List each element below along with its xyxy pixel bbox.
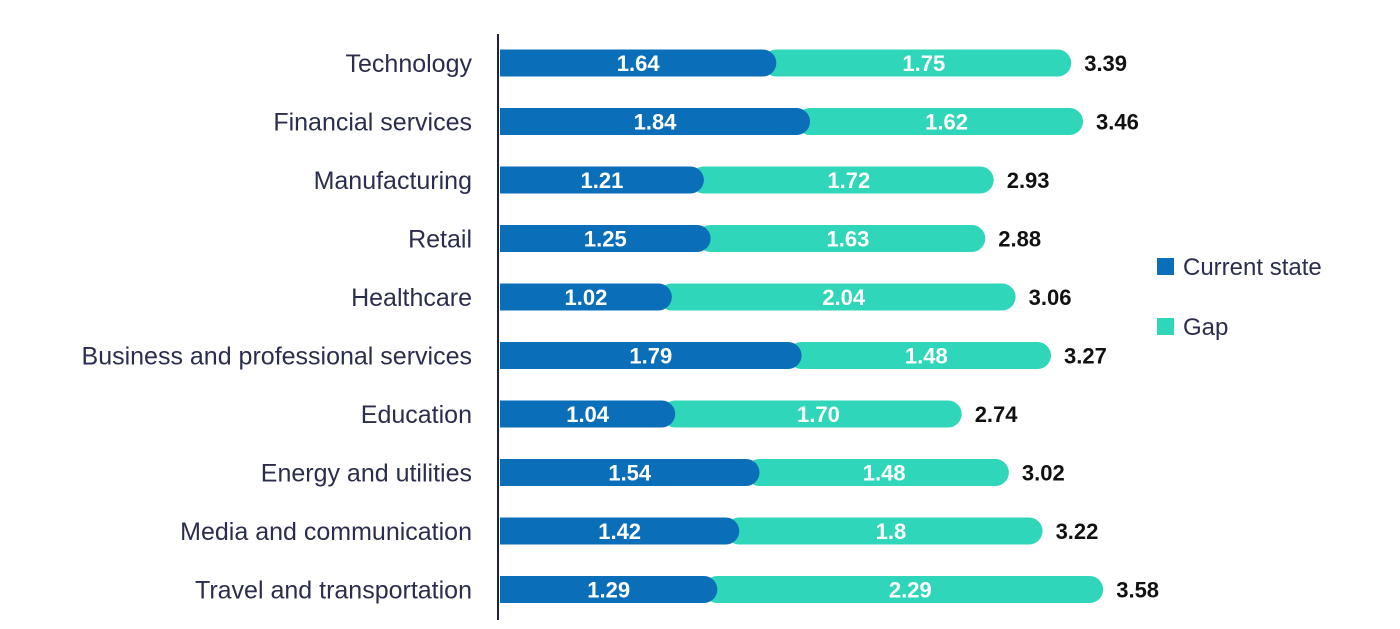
- category-label-travel-and-transportation: Travel and transportation: [195, 577, 472, 605]
- legend: Current state Gap: [1157, 254, 1322, 341]
- total-label-healthcare: 3.06: [1029, 285, 1072, 310]
- total-label-travel-and-transportation: 3.58: [1116, 578, 1159, 603]
- data-label-current-state-financial-services: 1.84: [634, 110, 678, 135]
- bar-gap-retail: [697, 225, 986, 252]
- data-label-gap-retail: 1.63: [827, 227, 870, 252]
- data-label-current-state-healthcare: 1.02: [565, 285, 608, 310]
- legend-swatch-current-state: [1157, 258, 1174, 275]
- bar-current-state-business-and-professional-services: [500, 342, 802, 369]
- bar-gap-media-and-communication: [725, 517, 1043, 545]
- category-label-technology: Technology: [346, 50, 473, 78]
- data-label-gap-media-and-communication: 1.8: [876, 519, 907, 544]
- labels-layer: Technology 1.64 1.75 3.39 Financial services…: [82, 50, 1160, 605]
- data-label-gap-financial-services: 1.62: [925, 110, 968, 135]
- total-label-energy-and-utilities: 3.02: [1022, 461, 1065, 486]
- total-label-retail: 2.88: [998, 227, 1041, 252]
- bar-gap-healthcare: [658, 283, 1016, 311]
- bar-current-state-financial-services: [500, 108, 811, 135]
- legend-label-current-state: Current state: [1183, 254, 1322, 281]
- category-label-education: Education: [361, 401, 472, 429]
- data-label-gap-healthcare: 2.04: [822, 285, 866, 310]
- bar-current-state-media-and-communication: [500, 517, 740, 545]
- category-label-financial-services: Financial services: [273, 109, 472, 137]
- bar-gap-financial-services: [796, 108, 1084, 135]
- data-label-current-state-media-and-communication: 1.42: [598, 519, 641, 544]
- data-label-current-state-travel-and-transportation: 1.29: [587, 578, 630, 603]
- total-label-manufacturing: 2.93: [1007, 168, 1050, 193]
- data-label-current-state-manufacturing: 1.21: [581, 168, 624, 193]
- data-label-current-state-business-and-professional-services: 1.79: [629, 344, 672, 369]
- total-label-business-and-professional-services: 3.27: [1064, 344, 1107, 369]
- total-label-education: 2.74: [975, 402, 1019, 427]
- legend-label-gap: Gap: [1183, 314, 1228, 341]
- data-label-gap-travel-and-transportation: 2.29: [889, 578, 932, 603]
- bar-current-state-energy-and-utilities: [500, 459, 760, 486]
- category-label-retail: Retail: [408, 226, 472, 254]
- category-label-healthcare: Healthcare: [351, 284, 472, 312]
- category-label-energy-and-utilities: Energy and utilities: [261, 460, 472, 488]
- data-label-current-state-retail: 1.25: [584, 227, 627, 252]
- bar-gap-business-and-professional-services: [788, 342, 1051, 369]
- data-label-gap-education: 1.70: [797, 402, 840, 427]
- bar-current-state-retail: [500, 225, 711, 252]
- bar-gap-energy-and-utilities: [745, 459, 1009, 486]
- category-label-business-and-professional-services: Business and professional services: [82, 343, 472, 371]
- bar-current-state-healthcare: [500, 283, 672, 311]
- total-label-media-and-communication: 3.22: [1056, 519, 1099, 544]
- data-label-gap-business-and-professional-services: 1.48: [905, 344, 948, 369]
- total-label-financial-services: 3.46: [1096, 110, 1139, 135]
- data-label-current-state-education: 1.04: [566, 402, 610, 427]
- category-label-manufacturing: Manufacturing: [314, 167, 472, 195]
- bar-current-state-technology: [500, 49, 777, 77]
- bar-gap-travel-and-transportation: [703, 576, 1104, 603]
- legend-swatch-gap: [1157, 318, 1174, 335]
- bar-gap-manufacturing: [690, 166, 994, 194]
- category-label-media-and-communication: Media and communication: [180, 518, 472, 546]
- bars-layer: [500, 49, 1104, 603]
- total-label-technology: 3.39: [1084, 51, 1127, 76]
- data-label-gap-energy-and-utilities: 1.48: [863, 461, 906, 486]
- bar-current-state-travel-and-transportation: [500, 576, 718, 603]
- data-label-current-state-technology: 1.64: [617, 51, 661, 76]
- data-label-gap-technology: 1.75: [902, 51, 945, 76]
- bar-gap-education: [661, 400, 962, 428]
- bar-current-state-education: [500, 400, 676, 428]
- bar-gap-technology: [762, 49, 1072, 77]
- data-label-gap-manufacturing: 1.72: [827, 168, 870, 193]
- bar-current-state-manufacturing: [500, 166, 704, 194]
- data-label-current-state-energy-and-utilities: 1.54: [608, 461, 652, 486]
